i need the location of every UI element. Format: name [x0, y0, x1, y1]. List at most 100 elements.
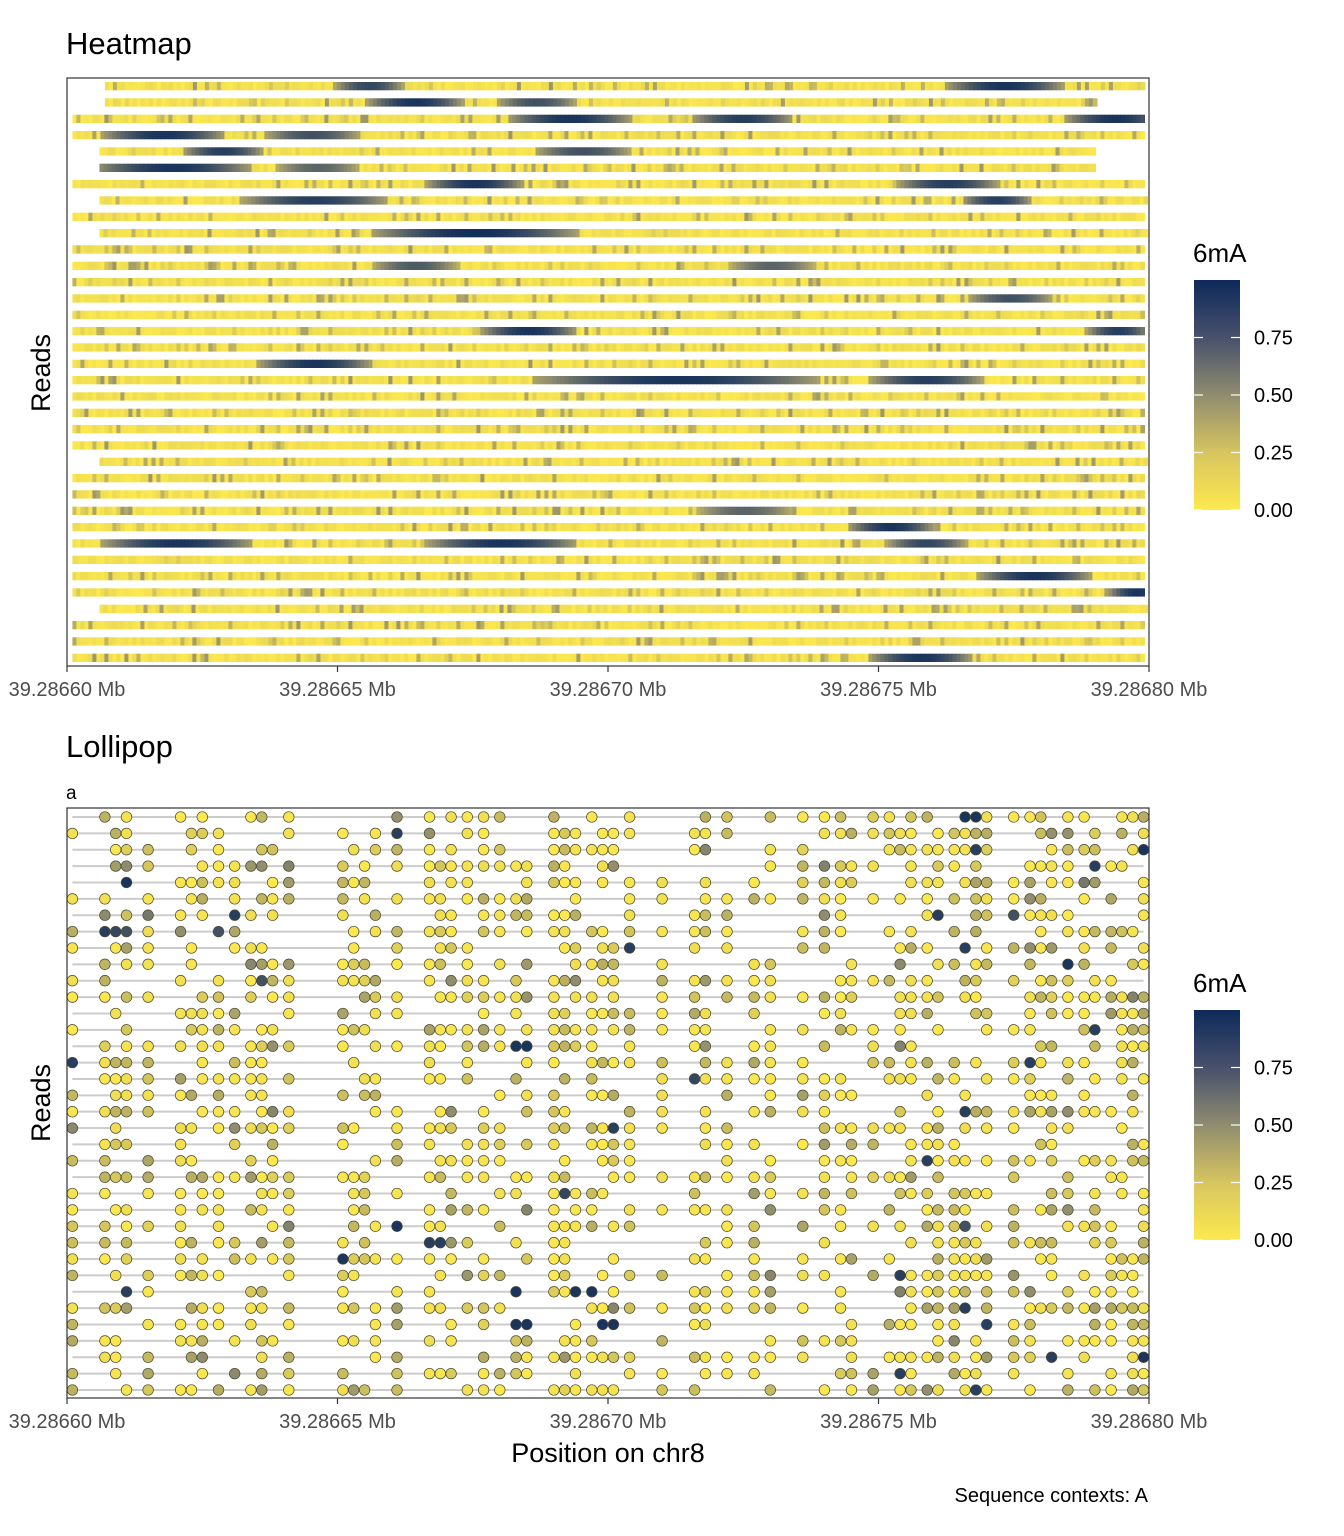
heatmap-cell [212, 310, 217, 319]
heatmap-cell [556, 261, 561, 270]
heatmap-cell [148, 278, 153, 287]
heatmap-cell [159, 196, 165, 205]
heatmap-cell [383, 196, 389, 205]
heatmap-cell [444, 212, 449, 221]
heatmap-cell [408, 343, 413, 352]
heatmap-cell [960, 180, 965, 189]
heatmap-cell [1076, 294, 1081, 303]
heatmap-cell [520, 261, 525, 270]
heatmap-cell [1140, 82, 1146, 91]
heatmap-cell [227, 196, 233, 205]
heatmap-cell [919, 196, 925, 205]
heatmap-cell [1128, 212, 1133, 221]
heatmap-cell [1060, 327, 1065, 336]
heatmap-cell [880, 310, 885, 319]
heatmap-cell [235, 163, 241, 172]
heatmap-cell [1120, 212, 1125, 221]
heatmap-cell [856, 131, 861, 140]
heatmap-cell [227, 147, 233, 156]
heatmap-cell [1015, 147, 1021, 156]
heatmap-cell [1052, 82, 1058, 91]
heatmap-cell [219, 229, 225, 238]
heatmap-cell [991, 147, 997, 156]
heatmap-cell [564, 376, 569, 385]
heatmap-cell [899, 196, 905, 205]
heatmap-cell [220, 245, 225, 254]
heatmap-cell [747, 229, 753, 238]
heatmap-cell [699, 196, 705, 205]
heatmap-cell [600, 98, 606, 107]
heatmap-cell [412, 245, 417, 254]
heatmap-cell [876, 212, 881, 221]
heatmap-cell [868, 245, 873, 254]
heatmap-cell [700, 343, 705, 352]
heatmap-cell [276, 180, 281, 189]
heatmap-cell [1100, 310, 1105, 319]
heatmap-cell [1044, 245, 1049, 254]
heatmap-cell [352, 278, 357, 287]
heatmap-cell [1072, 359, 1077, 368]
heatmap-cell [928, 212, 933, 221]
heatmap-cell [1028, 294, 1033, 303]
heatmap-cell [536, 114, 541, 123]
heatmap-cell [984, 294, 989, 303]
heatmap-cell [960, 261, 965, 270]
heatmap-cell [580, 180, 585, 189]
heatmap-cell [823, 229, 829, 238]
heatmap-cell [259, 163, 265, 172]
heatmap-cell [816, 310, 821, 319]
heatmap-cell [783, 147, 789, 156]
heatmap-cell [963, 163, 969, 172]
heatmap-cell [212, 278, 217, 287]
heatmap-cell [192, 278, 197, 287]
heatmap-cell [931, 229, 937, 238]
heatmap-cell [924, 327, 929, 336]
heatmap-cell [100, 180, 105, 189]
heatmap-cell [780, 131, 785, 140]
heatmap-cell [952, 180, 957, 189]
heatmap-cell [432, 376, 437, 385]
heatmap-cell [196, 98, 202, 107]
heatmap-cell [596, 131, 601, 140]
heatmap-cell [416, 376, 421, 385]
heatmap-cell [1132, 114, 1137, 123]
heatmap-cell [836, 359, 841, 368]
heatmap-cell [692, 359, 697, 368]
heatmap-cell [700, 82, 706, 91]
heatmap-cell [1004, 310, 1009, 319]
heatmap-cell [400, 180, 405, 189]
heatmap-cell [636, 376, 641, 385]
heatmap-cell [84, 180, 89, 189]
heatmap-cell [200, 310, 205, 319]
heatmap-cell [187, 229, 193, 238]
heatmap-cell [984, 245, 989, 254]
heatmap-cell [1056, 82, 1062, 91]
heatmap-cell [676, 359, 681, 368]
heatmap-cell [516, 98, 522, 107]
heatmap-cell [104, 180, 109, 189]
heatmap-cell [812, 359, 817, 368]
heatmap-cell [1055, 196, 1061, 205]
heatmap-cell [352, 294, 357, 303]
heatmap-cell [795, 147, 801, 156]
heatmap-cell [216, 343, 221, 352]
heatmap-cell [380, 131, 385, 140]
heatmap-cell [248, 114, 253, 123]
heatmap-cell [692, 131, 697, 140]
heatmap-cell [348, 310, 353, 319]
heatmap-cell [563, 229, 569, 238]
heatmap-cell [908, 82, 914, 91]
heatmap-cell [568, 131, 573, 140]
heatmap-cell [1079, 147, 1085, 156]
heatmap-cell [408, 327, 413, 336]
heatmap-cell [916, 261, 921, 270]
heatmap-cell [548, 98, 554, 107]
heatmap-cell [627, 196, 633, 205]
heatmap-cell [544, 212, 549, 221]
heatmap-cell [119, 147, 125, 156]
heatmap-cell [656, 327, 661, 336]
heatmap-cell [379, 147, 385, 156]
heatmap-cell [615, 163, 621, 172]
heatmap-cell [208, 98, 214, 107]
heatmap-cell [884, 245, 889, 254]
